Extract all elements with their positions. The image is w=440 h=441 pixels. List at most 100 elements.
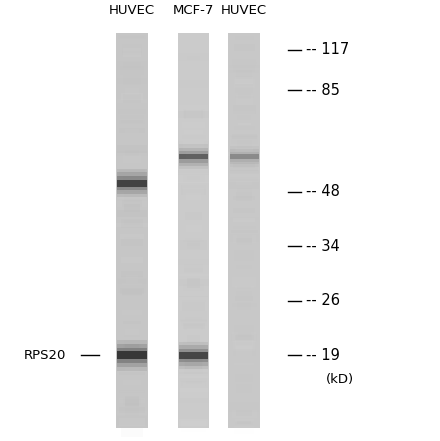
- Bar: [118, 408, 146, 417]
- Bar: [125, 345, 139, 355]
- Bar: [185, 120, 202, 127]
- Bar: [179, 295, 208, 297]
- Bar: [179, 370, 209, 378]
- Bar: [124, 220, 140, 225]
- Bar: [185, 238, 202, 240]
- Bar: [238, 123, 250, 125]
- Bar: [179, 151, 208, 163]
- Bar: [234, 126, 255, 130]
- Bar: [230, 62, 258, 67]
- Text: MCF-7: MCF-7: [173, 4, 214, 17]
- Bar: [183, 44, 205, 54]
- Bar: [184, 374, 203, 378]
- Bar: [234, 44, 255, 51]
- Bar: [124, 237, 140, 239]
- Bar: [121, 271, 143, 277]
- Bar: [123, 75, 141, 85]
- Bar: [186, 108, 202, 119]
- Bar: [179, 296, 208, 307]
- Bar: [235, 202, 254, 206]
- Bar: [120, 185, 144, 192]
- Bar: [179, 345, 208, 366]
- Bar: [181, 250, 206, 253]
- Bar: [229, 269, 259, 277]
- Bar: [186, 225, 202, 232]
- Bar: [231, 230, 258, 233]
- Bar: [117, 99, 147, 103]
- Bar: [230, 154, 259, 159]
- Bar: [233, 386, 256, 397]
- Bar: [121, 219, 143, 228]
- Bar: [118, 279, 146, 286]
- Bar: [118, 286, 146, 293]
- Bar: [231, 121, 257, 123]
- Bar: [182, 306, 205, 314]
- Bar: [235, 95, 253, 105]
- Bar: [120, 234, 144, 239]
- Bar: [181, 198, 206, 207]
- Text: RPS20: RPS20: [24, 349, 66, 362]
- Bar: [235, 113, 254, 119]
- Bar: [232, 51, 257, 60]
- Bar: [184, 130, 203, 134]
- Bar: [233, 341, 255, 351]
- Bar: [234, 426, 254, 434]
- Bar: [180, 312, 208, 317]
- Bar: [184, 264, 203, 273]
- Bar: [117, 348, 147, 354]
- Bar: [123, 48, 141, 57]
- Bar: [184, 268, 203, 272]
- Bar: [234, 208, 255, 213]
- Bar: [117, 351, 147, 358]
- Bar: [187, 137, 200, 139]
- Bar: [121, 239, 143, 246]
- Bar: [121, 428, 143, 437]
- Bar: [116, 390, 148, 398]
- Bar: [232, 62, 257, 64]
- Bar: [183, 341, 204, 347]
- Bar: [117, 34, 147, 45]
- Bar: [117, 145, 147, 153]
- Bar: [178, 174, 209, 183]
- Bar: [123, 321, 141, 324]
- Bar: [181, 185, 206, 195]
- Bar: [187, 328, 201, 330]
- Bar: [117, 328, 147, 329]
- Bar: [178, 414, 209, 425]
- Bar: [125, 129, 139, 135]
- Bar: [124, 204, 140, 213]
- Bar: [236, 346, 252, 355]
- Bar: [236, 148, 253, 151]
- Bar: [187, 241, 200, 247]
- Bar: [123, 380, 141, 385]
- Bar: [117, 278, 147, 284]
- Bar: [233, 105, 256, 114]
- Bar: [230, 135, 258, 137]
- Bar: [236, 70, 253, 79]
- Bar: [116, 151, 148, 156]
- Bar: [120, 387, 144, 391]
- Bar: [120, 300, 144, 307]
- Bar: [236, 410, 253, 415]
- Bar: [237, 101, 252, 104]
- Bar: [180, 378, 207, 382]
- Bar: [125, 335, 139, 337]
- Bar: [234, 325, 254, 334]
- Bar: [236, 333, 252, 344]
- Bar: [124, 220, 140, 230]
- Bar: [185, 143, 202, 146]
- Bar: [236, 192, 252, 201]
- Bar: [181, 381, 206, 385]
- Bar: [228, 33, 260, 428]
- Bar: [181, 268, 206, 277]
- Bar: [230, 159, 259, 167]
- Bar: [233, 89, 255, 98]
- Bar: [230, 149, 259, 164]
- Bar: [178, 53, 209, 61]
- Bar: [119, 170, 145, 178]
- Bar: [122, 201, 142, 206]
- Bar: [185, 406, 202, 408]
- Bar: [180, 93, 208, 100]
- Bar: [180, 170, 207, 179]
- Bar: [181, 255, 206, 259]
